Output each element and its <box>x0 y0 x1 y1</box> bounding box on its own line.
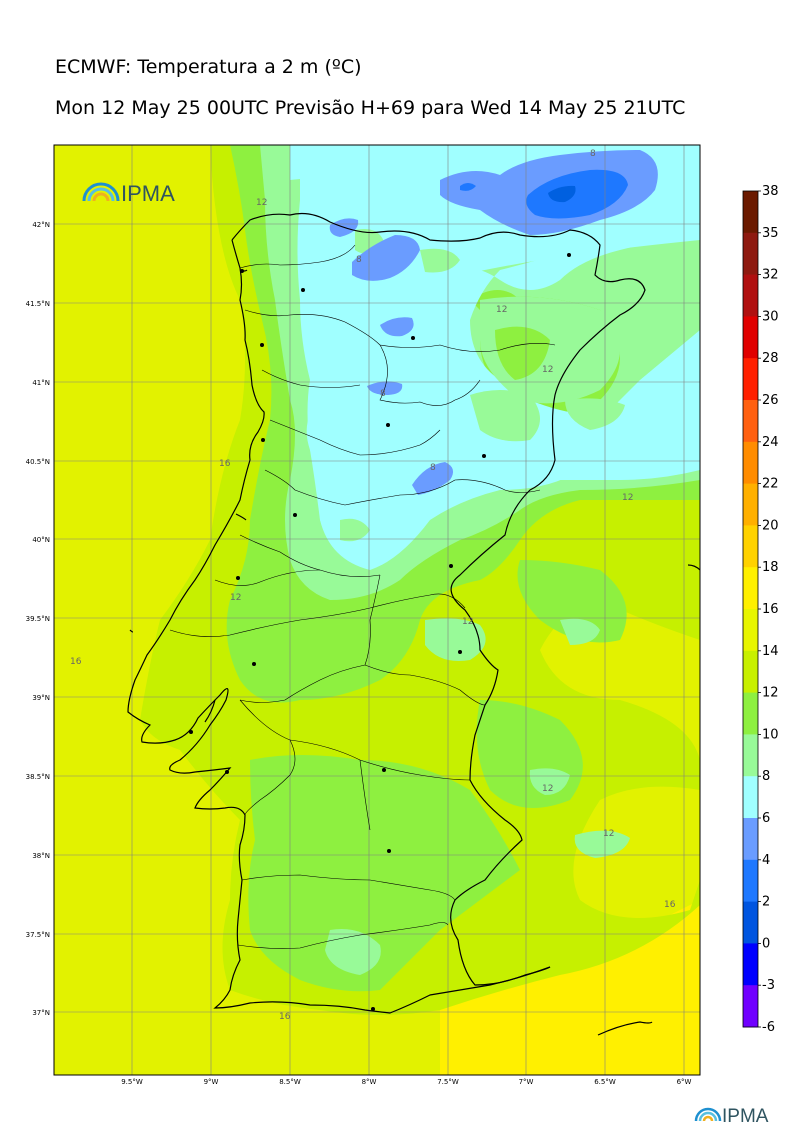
logo-text: IPMA <box>121 181 175 206</box>
lon-label: 8°W <box>362 1078 377 1086</box>
lat-label: 37.5°N <box>26 931 50 939</box>
footer-logo-arc-icon <box>694 1107 722 1122</box>
colorbar-label: 35 <box>762 226 779 241</box>
colorbar-label: 4 <box>762 853 770 868</box>
lat-label: 41.5°N <box>26 300 50 308</box>
lon-label: 7°W <box>519 1078 534 1086</box>
lon-label: 8.5°W <box>279 1078 301 1086</box>
colorbar-label: 28 <box>762 351 779 366</box>
colorbar-label: 26 <box>762 393 779 408</box>
map-frame <box>53 144 701 1076</box>
contour-label: 16 <box>279 1012 291 1022</box>
colorbar-segment <box>743 650 758 694</box>
colorbar-label: 10 <box>762 727 779 742</box>
colorbar-label: 14 <box>762 644 779 659</box>
lon-label: 6.5°W <box>594 1078 616 1086</box>
temperature-field <box>54 145 700 1075</box>
colorbar-label: 18 <box>762 560 779 575</box>
lat-label: 38°N <box>32 852 50 860</box>
graticule <box>54 145 700 1075</box>
contour-label: 8 <box>430 463 436 473</box>
footer-logo-text: IPMA <box>722 1106 769 1127</box>
colorbar-segment <box>743 692 758 735</box>
lat-label: 39°N <box>32 694 50 702</box>
colorbar-segment <box>743 818 758 861</box>
contour-label: 8 <box>356 255 362 265</box>
logo-arc-icon <box>82 182 120 202</box>
colorbar-label: 6 <box>762 811 770 826</box>
colorbar-segment <box>743 441 758 485</box>
map-title: ECMWF: Temperatura a 2 m (ºC) <box>55 56 362 78</box>
contour-label: 12 <box>542 365 553 375</box>
contour-label: 8 <box>590 149 596 159</box>
colorbar-segment <box>743 567 758 610</box>
colorbar-segment <box>743 191 758 234</box>
map-subtitle: Mon 12 May 25 00UTC Previsão H+69 para W… <box>55 97 686 119</box>
colorbar-label: 0 <box>762 936 770 951</box>
colorbar-segment <box>743 901 758 944</box>
lat-label: 38.5°N <box>26 773 50 781</box>
colorbar-label: 38 <box>762 184 779 199</box>
colorbar-label: 20 <box>762 518 779 533</box>
colorbar-segment <box>743 776 758 819</box>
colorbar-segment <box>743 943 758 986</box>
lat-axis: 42°N 41.5°N 41°N 40.5°N 40°N 39.5°N 39°N… <box>26 221 50 1017</box>
contour-label: 12 <box>603 829 614 839</box>
contour-labels: 12 8 12 12 8 8 12 16 12 16 12 12 12 16 1… <box>70 149 676 1022</box>
colorbar-segment <box>743 232 758 276</box>
contour-label: 12 <box>462 617 473 627</box>
lon-label: 9°W <box>204 1078 219 1086</box>
colorbar-label: -6 <box>762 1020 775 1035</box>
lon-label: 9.5°W <box>121 1078 143 1086</box>
country-border <box>127 212 701 1036</box>
colorbar-segment <box>743 859 758 903</box>
lat-label: 40°N <box>32 536 50 544</box>
colorbar-label: 16 <box>762 602 779 617</box>
colorbar-label: 32 <box>762 268 779 283</box>
colorbar-label: 12 <box>762 686 779 701</box>
contour-label: 12 <box>230 593 241 603</box>
colorbar-label: -3 <box>762 978 775 993</box>
colorbar-segment <box>743 734 758 777</box>
colorbar-segment <box>743 400 758 443</box>
lat-label: 41°N <box>32 379 50 387</box>
ipma-logo: IPMA <box>82 181 175 206</box>
contour-label: 12 <box>622 493 633 503</box>
colorbar-label: 22 <box>762 477 779 492</box>
colorbar-label: 30 <box>762 309 779 324</box>
contour-label: 16 <box>219 459 231 469</box>
colorbar-label: 8 <box>762 769 770 784</box>
contour-label: 12 <box>256 198 267 208</box>
colorbar-segment <box>743 609 758 652</box>
contour-label: 16 <box>664 900 676 910</box>
footer-logo: IPMA <box>694 1106 769 1127</box>
lat-label: 39.5°N <box>26 615 50 623</box>
contour-label: 8 <box>380 389 386 399</box>
colorbar-segment <box>743 525 758 568</box>
lon-axis: 9.5°W 9°W 8.5°W 8°W 7.5°W 7°W 6.5°W 6°W <box>121 1078 691 1086</box>
contour-label: 12 <box>496 305 507 315</box>
city-markers <box>189 253 571 1011</box>
colorbar-segment <box>743 985 758 1028</box>
colorbar-label: 24 <box>762 435 779 450</box>
lat-label: 40.5°N <box>26 458 50 466</box>
lon-label: 6°W <box>677 1078 692 1086</box>
contour-label: 12 <box>542 784 553 794</box>
lon-label: 7.5°W <box>437 1078 459 1086</box>
contour-label: 16 <box>70 657 82 667</box>
lat-label: 37°N <box>32 1009 50 1017</box>
colorbar-segment <box>743 483 758 526</box>
colorbar-segment <box>743 274 758 317</box>
colorbar-label: 2 <box>762 895 770 910</box>
colorbar-segment <box>743 358 758 401</box>
colorbar-segment <box>743 316 758 359</box>
lat-label: 42°N <box>32 221 50 229</box>
district-borders <box>169 244 556 949</box>
